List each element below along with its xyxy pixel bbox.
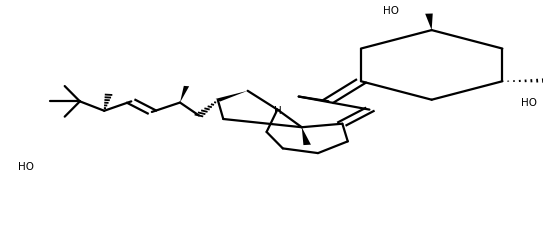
- Polygon shape: [215, 91, 248, 102]
- Polygon shape: [302, 127, 311, 145]
- Polygon shape: [180, 86, 189, 103]
- Polygon shape: [425, 14, 432, 30]
- Text: HO: HO: [521, 98, 537, 108]
- Text: HO: HO: [18, 162, 34, 172]
- Text: H: H: [274, 106, 281, 116]
- Text: HO: HO: [383, 6, 399, 16]
